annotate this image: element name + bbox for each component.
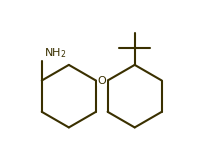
Text: O: O: [97, 76, 106, 85]
Text: NH$_2$: NH$_2$: [44, 46, 67, 60]
